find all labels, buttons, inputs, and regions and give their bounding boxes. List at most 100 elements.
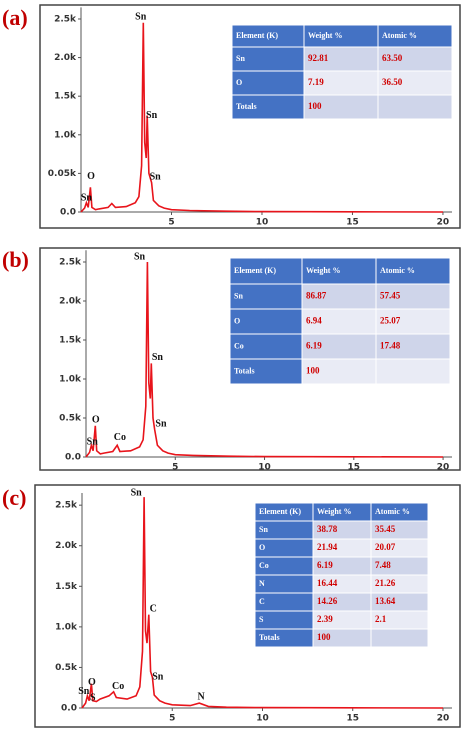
y-tick-label: 1.5k [59, 336, 82, 346]
table-cell-text: 2.1 [375, 614, 387, 624]
table-cell-text: 17.48 [380, 341, 401, 351]
peak-label: O [88, 677, 96, 688]
peak-label: Sn [81, 192, 93, 203]
table-cell [231, 94, 305, 120]
table-cell-text: 2.39 [317, 614, 333, 624]
spectrum [80, 22, 444, 213]
x-tick-label: 10 [256, 714, 269, 724]
y-tick-label: 1.0k [59, 375, 82, 385]
y-tick-label: 2.5k [59, 258, 82, 268]
peak-label: O [87, 171, 95, 182]
x-tick-label: 5 [168, 218, 174, 228]
table-cell [375, 358, 451, 385]
y-tick-label: 1.0k [55, 622, 78, 632]
x-tick-label: 10 [256, 218, 269, 228]
table-cell-text: 21.26 [375, 578, 396, 588]
x-tick-label: 5 [172, 463, 178, 473]
table-cell-text: N [259, 579, 265, 588]
table-cell-text: 14.26 [317, 596, 338, 606]
x-tick-label: 15 [346, 218, 359, 228]
peak-label: Sn [146, 110, 158, 121]
table-cell-text: 100 [308, 101, 322, 111]
peak-label: Sn [134, 252, 146, 263]
x-tick-label: 10 [258, 463, 271, 473]
table-header: Weight % [306, 266, 340, 275]
table-cell-text: 100 [306, 366, 320, 376]
x-tick-label: 15 [346, 714, 359, 724]
table-cell-text: 36.50 [382, 77, 403, 87]
table-cell-text: 21.94 [317, 542, 338, 552]
y-tick-label: 0.0 [65, 453, 81, 463]
table-cell [229, 283, 303, 310]
table-cell [254, 610, 314, 630]
spectrum [85, 261, 444, 458]
x-tick-label: 20 [437, 218, 450, 228]
table-cell-text: S [259, 615, 264, 624]
table-cell-text: 7.19 [308, 77, 324, 87]
table-cell-text: 25.07 [380, 316, 401, 326]
y-tick-label: 0.5k [59, 414, 82, 424]
peak-label: Sn [152, 671, 164, 682]
table-header-cell [229, 257, 303, 285]
table-cell [229, 308, 303, 335]
table-cell [377, 46, 453, 72]
y-tick-label: 2.0k [55, 541, 78, 551]
peak-label: Sn [135, 12, 147, 23]
table-cell-text: 6.19 [317, 560, 333, 570]
table-header: Atomic % [375, 507, 410, 516]
x-tick-label: 5 [169, 714, 175, 724]
y-tick-label: 0.0 [61, 704, 77, 714]
table-cell-text: 100 [317, 632, 331, 642]
peak-label: Sn [78, 686, 90, 697]
y-tick-label: 2.0k [54, 53, 77, 63]
table-cell [301, 333, 377, 360]
table-cell-text: 6.94 [306, 316, 322, 326]
table-cell-text: 7.48 [375, 560, 391, 570]
y-tick-label: 0.5k [55, 663, 78, 673]
peak-label: S [90, 693, 96, 704]
peak-label: Sn [150, 172, 162, 183]
table-cell-text: 16.44 [317, 578, 338, 588]
table-cell-text: C [259, 597, 265, 606]
table-cell-text: 13.64 [375, 596, 396, 606]
x-tick-label: 20 [437, 714, 450, 724]
peak-label: Co [114, 432, 126, 443]
panel-label: (b) [2, 247, 29, 272]
table-cell-text: 38.78 [317, 524, 338, 534]
table-cell [303, 94, 379, 120]
table-header-cell [375, 257, 451, 285]
table-cell-text: Sn [259, 525, 268, 534]
x-tick-label: 20 [437, 463, 450, 473]
peak-label: Sn [131, 487, 143, 498]
y-tick-label: 2.0k [59, 297, 82, 307]
peak-label: N [198, 692, 206, 703]
table-cell [229, 333, 303, 360]
peak-label: C [150, 603, 157, 614]
x-tick-label: 15 [348, 463, 361, 473]
table-cell-text: 20.07 [375, 542, 396, 552]
table-cell-text: 6.19 [306, 341, 322, 351]
y-tick-label: 1.0k [54, 130, 77, 140]
table-cell-text: Co [234, 341, 244, 350]
table-cell [375, 283, 451, 310]
peak-label: Sn [87, 436, 99, 447]
peak-label: Sn [152, 352, 164, 363]
table-cell [231, 70, 305, 96]
table-cell-text: 92.81 [308, 53, 329, 63]
table-cell [377, 94, 453, 120]
table-cell [229, 358, 303, 385]
table-header: Atomic % [382, 31, 417, 40]
y-tick-label: 1.5k [54, 92, 77, 102]
peak-label: Co [112, 681, 124, 692]
peak-label: Sn [155, 419, 167, 430]
table-cell [301, 308, 377, 335]
y-tick-label: 2.5k [54, 14, 77, 24]
table-header: Element (K) [259, 507, 301, 516]
y-tick-label: 0.05k [48, 169, 77, 179]
table-cell-text: Co [259, 561, 269, 570]
table-header-cell [301, 257, 377, 285]
spectrum [81, 497, 444, 709]
panel-label: (c) [2, 485, 26, 510]
table-cell-text: 63.50 [382, 53, 403, 63]
